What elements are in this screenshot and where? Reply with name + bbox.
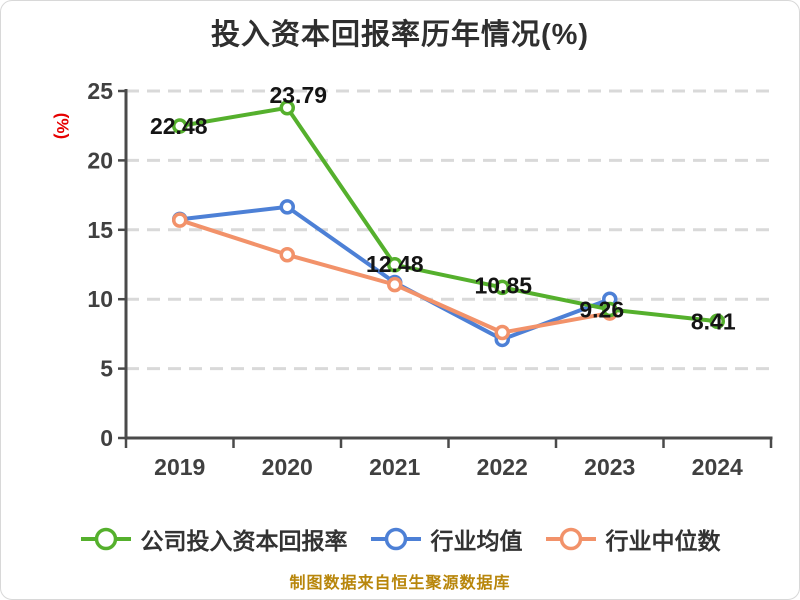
x-tick-label: 2019 [154, 454, 205, 480]
data-point-marker [387, 257, 403, 273]
legend-item-industry-mean: 行业均值 [370, 522, 523, 556]
legend-label-industry-median: 行业中位数 [605, 528, 721, 554]
line-chart: 0 5 10 15 20 25 2019 2020 2021 2022 2023 2024 22.48 2… [87, 78, 773, 480]
data-point-marker [494, 279, 510, 296]
y-tick-label: 25 [87, 78, 113, 104]
legend-item-industry-median: 行业中位数 [545, 522, 721, 556]
series-line-0 [177, 105, 720, 324]
y-tick-label: 5 [100, 356, 113, 382]
legend-item-company-roic: 公司投入资本回报率 [80, 522, 348, 556]
legend-label-company-roic: 公司投入资本回报率 [140, 528, 348, 554]
data-source-note: 制图数据来自恒生聚源数据库 [289, 575, 511, 592]
data-point-marker [279, 100, 295, 116]
data-point-marker [494, 324, 510, 341]
data-point-marker [279, 247, 295, 263]
data-point-label: 23.79 [269, 82, 327, 108]
legend-marker-industry-mean [370, 527, 421, 551]
y-tick-label: 10 [87, 286, 113, 312]
data-point-marker [279, 199, 295, 215]
data-point-label: 8.41 [691, 308, 736, 334]
chart-title: 投入资本回报率历年情况(%) [210, 19, 590, 51]
data-point-label: 10.85 [474, 272, 532, 298]
legend-label-industry-mean: 行业均值 [430, 528, 523, 554]
data-point-marker [172, 212, 188, 228]
y-tick-label: 0 [100, 425, 113, 451]
y-tick-label: 15 [87, 217, 113, 243]
chart-legend: 公司投入资本回报率 行业均值 行业中位数 [1, 517, 799, 561]
x-tick-label: 2021 [369, 454, 420, 480]
data-point-marker [709, 313, 725, 330]
x-tick-label: 2022 [477, 454, 528, 480]
y-tick-label: 20 [87, 147, 113, 173]
data-point-marker [172, 118, 188, 134]
data-point-label: 22.48 [150, 113, 208, 139]
x-tick-label: 2023 [584, 454, 635, 480]
data-point-label: 12.48 [366, 251, 424, 277]
data-point-marker [387, 276, 403, 293]
legend-marker-company-roic [80, 527, 131, 551]
x-tick-label: 2020 [262, 454, 313, 480]
data-point-label: 9.26 [579, 296, 624, 322]
x-tick-label: 2024 [692, 454, 743, 480]
data-point-marker [602, 301, 618, 318]
legend-marker-industry-median [545, 527, 596, 551]
